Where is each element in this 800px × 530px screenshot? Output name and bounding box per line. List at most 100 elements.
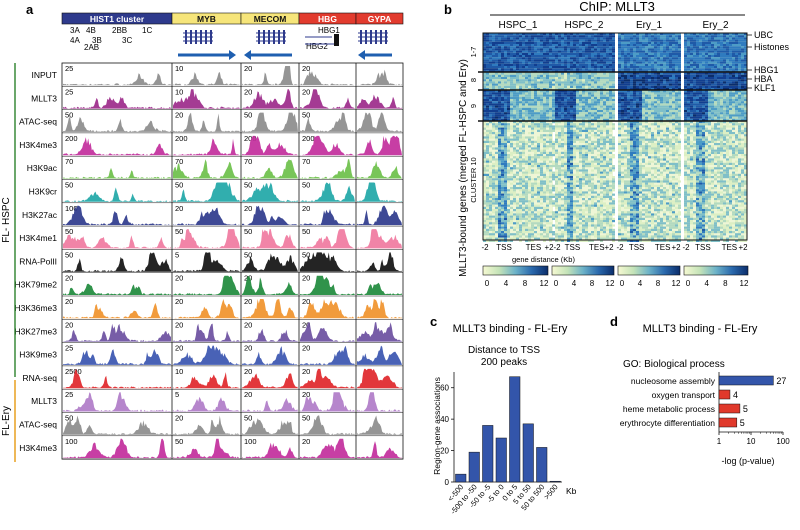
heatmap-cell <box>609 189 612 191</box>
heatmap-cell <box>570 101 573 103</box>
heatmap-cell <box>585 183 588 185</box>
heatmap-cell <box>564 101 567 103</box>
heatmap-cell <box>489 202 492 204</box>
heatmap-cell <box>510 108 513 110</box>
heatmap-cell <box>654 110 657 112</box>
heatmap-cell <box>558 53 561 55</box>
heatmap-cell <box>642 73 645 75</box>
heatmap-cell <box>561 163 564 165</box>
heatmap-cell <box>612 79 615 81</box>
heatmap-cell <box>507 57 510 59</box>
heatmap-cell <box>624 92 627 94</box>
heatmap-cell <box>567 189 570 191</box>
heatmap-cell <box>666 101 669 103</box>
heatmap-cell <box>645 128 648 130</box>
heatmap-cell <box>486 187 489 189</box>
heatmap-cell <box>522 59 525 61</box>
heatmap-cell <box>519 224 522 226</box>
heatmap-cell <box>507 95 510 97</box>
heatmap-cell <box>522 229 525 231</box>
heatmap-cell <box>501 77 504 79</box>
heatmap-cell <box>612 218 615 220</box>
track-label: H3K9me3 <box>19 350 57 360</box>
heatmap-cell <box>666 81 669 83</box>
heatmap-cell <box>504 211 507 213</box>
heatmap-cell <box>675 48 678 50</box>
heatmap-cell <box>582 231 585 233</box>
gene-exon <box>365 30 367 44</box>
heatmap-cell <box>645 66 648 68</box>
heatmap-cell <box>552 125 555 127</box>
heatmap-cell <box>585 40 588 42</box>
heatmap-cell <box>513 174 516 176</box>
heatmap-cell <box>564 134 567 136</box>
gene-exon <box>385 30 387 44</box>
heatmap-cell <box>504 196 507 198</box>
heatmap-cell <box>612 53 615 55</box>
heatmap-cell <box>567 211 570 213</box>
heatmap-cell <box>579 229 582 231</box>
heatmap-cell <box>504 117 507 119</box>
heatmap-cell <box>522 103 525 105</box>
heatmap-cell <box>636 44 639 46</box>
heatmap-cell <box>648 55 651 57</box>
heatmap-cell <box>561 180 564 182</box>
heatmap-cell <box>549 95 552 97</box>
heatmap-cell <box>594 110 597 112</box>
heatmap-cell <box>624 57 627 59</box>
heatmap-cell <box>597 134 600 136</box>
heatmap-cell <box>567 183 570 185</box>
heatmap-cell <box>498 178 501 180</box>
heatmap-cell <box>534 97 537 99</box>
heatmap-cell <box>669 79 672 81</box>
heatmap-cell <box>672 40 675 42</box>
heatmap-cell <box>654 57 657 59</box>
heatmap-cell <box>564 156 567 158</box>
heatmap-cell <box>654 123 657 125</box>
heatmap-cell <box>567 145 570 147</box>
heatmap-cell <box>513 152 516 154</box>
heatmap-cell <box>660 84 663 86</box>
heatmap-cell <box>603 46 606 48</box>
track-scale-label: 50 <box>175 437 183 446</box>
heatmap-cell <box>660 101 663 103</box>
heatmap-cell <box>573 62 576 64</box>
heatmap-cell <box>531 147 534 149</box>
heatmap-cell <box>627 103 630 105</box>
heatmap-cell <box>582 229 585 231</box>
heatmap-cell <box>585 205 588 207</box>
heatmap-cell <box>519 229 522 231</box>
heatmap-cell <box>543 42 546 44</box>
heatmap-cell <box>594 123 597 125</box>
heatmap-cell <box>588 218 591 220</box>
heatmap-cell <box>546 123 549 125</box>
heatmap-cell <box>603 108 606 110</box>
heatmap-cell <box>672 152 675 154</box>
heatmap-cell <box>597 37 600 39</box>
heatmap-cell <box>588 213 591 215</box>
heatmap-cell <box>561 231 564 233</box>
heatmap-cell <box>534 185 537 187</box>
heatmap-cell <box>501 48 504 50</box>
heatmap-cell <box>627 53 630 55</box>
heatmap-cell <box>600 183 603 185</box>
heatmap-cell <box>669 92 672 94</box>
heatmap-cell <box>567 130 570 132</box>
heatmap-cell <box>624 66 627 68</box>
heatmap-cell <box>561 55 564 57</box>
heatmap-cell <box>675 110 678 112</box>
heatmap-cell <box>528 86 531 88</box>
heatmap-cell <box>558 128 561 130</box>
heatmap-cell <box>627 35 630 37</box>
heatmap-cell <box>519 44 522 46</box>
heatmap-cell <box>549 134 552 136</box>
heatmap-cell <box>546 176 549 178</box>
heatmap-cell <box>672 97 675 99</box>
heatmap-cell <box>573 68 576 70</box>
heatmap-cell <box>591 77 594 79</box>
heatmap-cell <box>636 55 639 57</box>
heatmap-cell <box>597 79 600 81</box>
heatmap-cell <box>531 187 534 189</box>
heatmap-cell <box>585 128 588 130</box>
heatmap-cell <box>651 59 654 61</box>
